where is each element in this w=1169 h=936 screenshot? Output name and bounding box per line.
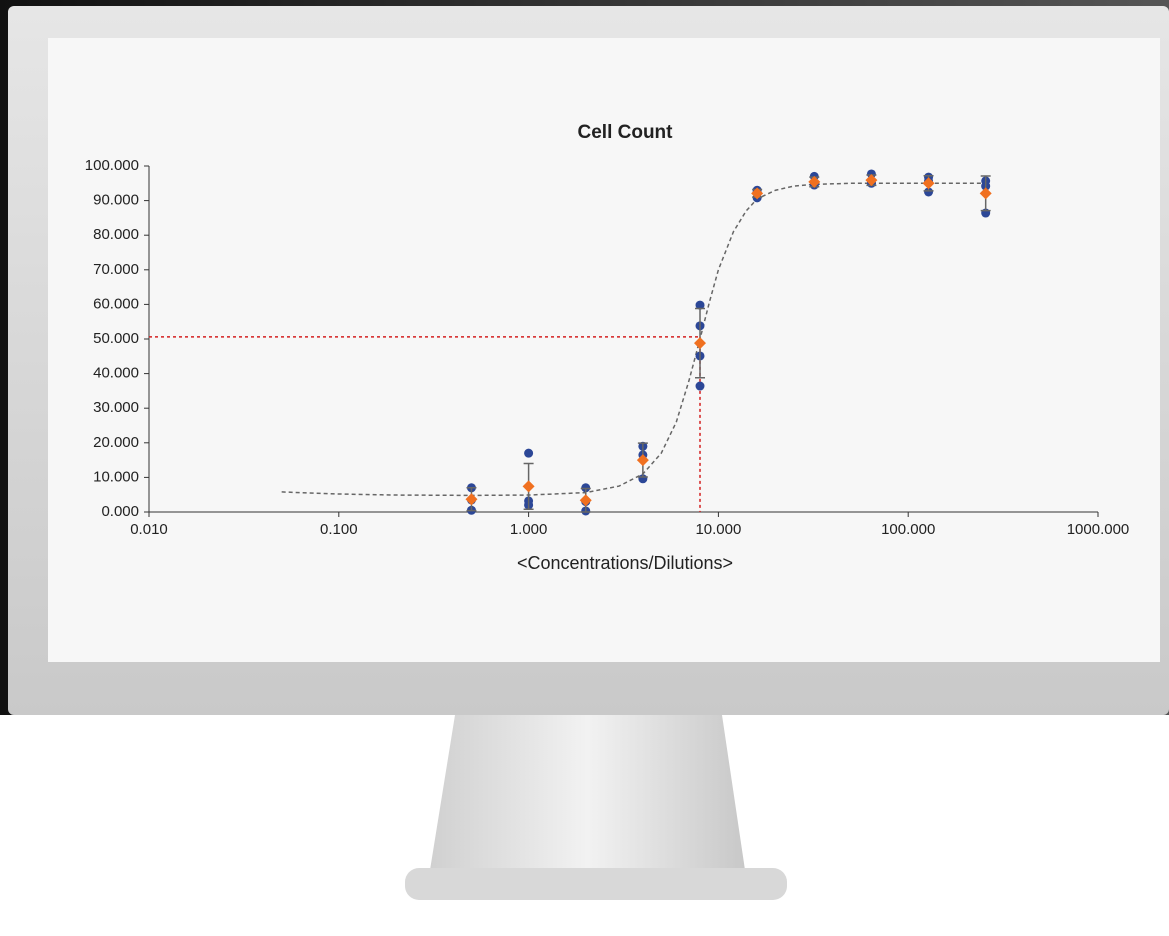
y-tick-label: 60.000 bbox=[93, 295, 139, 312]
x-tick-label: 1000.000 bbox=[1067, 521, 1130, 538]
monitor-scene: Cell Count <Concentrations/Dilutions> 0.… bbox=[0, 0, 1169, 936]
x-tick-label: 0.010 bbox=[130, 521, 168, 538]
replicate-point bbox=[696, 382, 705, 391]
y-tick-label: 40.000 bbox=[93, 365, 139, 382]
page: {"chart_data": { "type": "scatter", "tit… bbox=[0, 0, 1169, 936]
x-tick-label: 1.000 bbox=[510, 521, 548, 538]
y-tick-label: 50.000 bbox=[93, 330, 139, 347]
replicate-point bbox=[524, 449, 533, 458]
y-tick-label: 90.000 bbox=[93, 192, 139, 209]
stand-neck bbox=[430, 715, 745, 870]
x-tick-label: 0.100 bbox=[320, 521, 358, 538]
y-tick-label: 70.000 bbox=[93, 261, 139, 278]
stand-base bbox=[405, 868, 787, 900]
y-tick-label: 20.000 bbox=[93, 434, 139, 451]
x-axis-label: <Concentrations/Dilutions> bbox=[517, 553, 733, 573]
y-tick-label: 80.000 bbox=[93, 226, 139, 243]
x-tick-label: 100.000 bbox=[881, 521, 935, 538]
chart-title: Cell Count bbox=[578, 122, 674, 143]
y-tick-label: 10.000 bbox=[93, 468, 139, 485]
y-tick-label: 30.000 bbox=[93, 399, 139, 416]
y-tick-label: 0.000 bbox=[101, 503, 139, 520]
x-tick-label: 10.000 bbox=[695, 521, 741, 538]
y-tick-label: 100.000 bbox=[85, 157, 139, 174]
